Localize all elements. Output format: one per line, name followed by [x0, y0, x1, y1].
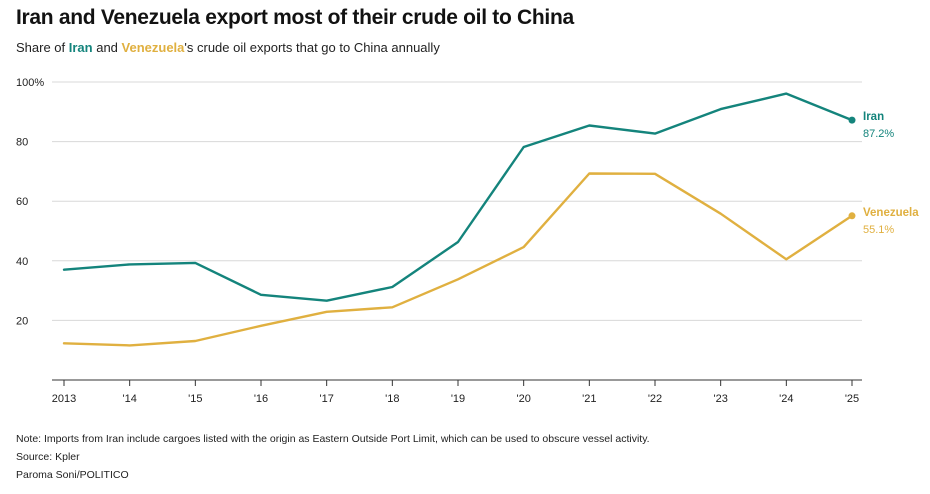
subtitle-prefix: Share of [16, 40, 69, 55]
x-tick-label-2016: '16 [254, 393, 268, 405]
footer-source: Source: Kpler [16, 451, 80, 463]
subtitle-iran: Iran [68, 40, 93, 55]
y-tick-label-80: 80 [16, 137, 28, 149]
x-tick-label-2013: 2013 [52, 393, 76, 405]
iran-end-name: Iran [863, 111, 884, 123]
x-tick-label-2017: '17 [319, 393, 333, 405]
subtitle-venezuela: Venezuela [121, 40, 185, 55]
x-tick-label-2019: '19 [451, 393, 465, 405]
footer-credit: Paroma Soni/POLITICO [16, 469, 129, 481]
iran-end-value: 87.2% [863, 128, 894, 140]
subtitle-and: and [92, 40, 122, 55]
x-tick-label-2014: '14 [122, 393, 136, 405]
iran-end-dot [848, 116, 856, 124]
y-tick-label-20: 20 [16, 315, 28, 327]
x-tick-label-2023: '23 [713, 393, 727, 405]
venezuela-end-dot [848, 212, 856, 220]
x-tick-label-2024: '24 [779, 393, 793, 405]
venezuela-line [62, 172, 854, 347]
subtitle-suffix: 's crude oil exports that go to China an… [184, 40, 440, 55]
x-tick-label-2025: '25 [845, 393, 859, 405]
line-chart: 20 40 60 80 100% 2013 '14 '15 '16 '17 '18 '19 '20 '21… [16, 77, 919, 405]
footer-note: Note: Imports from Iran include cargoes … [16, 433, 650, 445]
x-tick-label-2022: '22 [648, 393, 662, 405]
x-tick-label-2018: '18 [385, 393, 399, 405]
x-tick-label-2020: '20 [516, 393, 530, 405]
iran-line [62, 92, 854, 302]
x-tick-label-2021: '21 [582, 393, 596, 405]
venezuela-end-name: Venezuela [863, 207, 919, 219]
chart-subtitle: Share of Iran and Venezuela's crude oil … [16, 40, 440, 55]
y-tick-label-60: 60 [16, 196, 28, 208]
x-tick-label-2015: '15 [188, 393, 202, 405]
y-tick-label-40: 40 [16, 256, 28, 268]
chart-title: Iran and Venezuela export most of their … [16, 6, 574, 29]
y-tick-label-100: 100% [16, 77, 44, 89]
venezuela-end-value: 55.1% [863, 224, 894, 236]
